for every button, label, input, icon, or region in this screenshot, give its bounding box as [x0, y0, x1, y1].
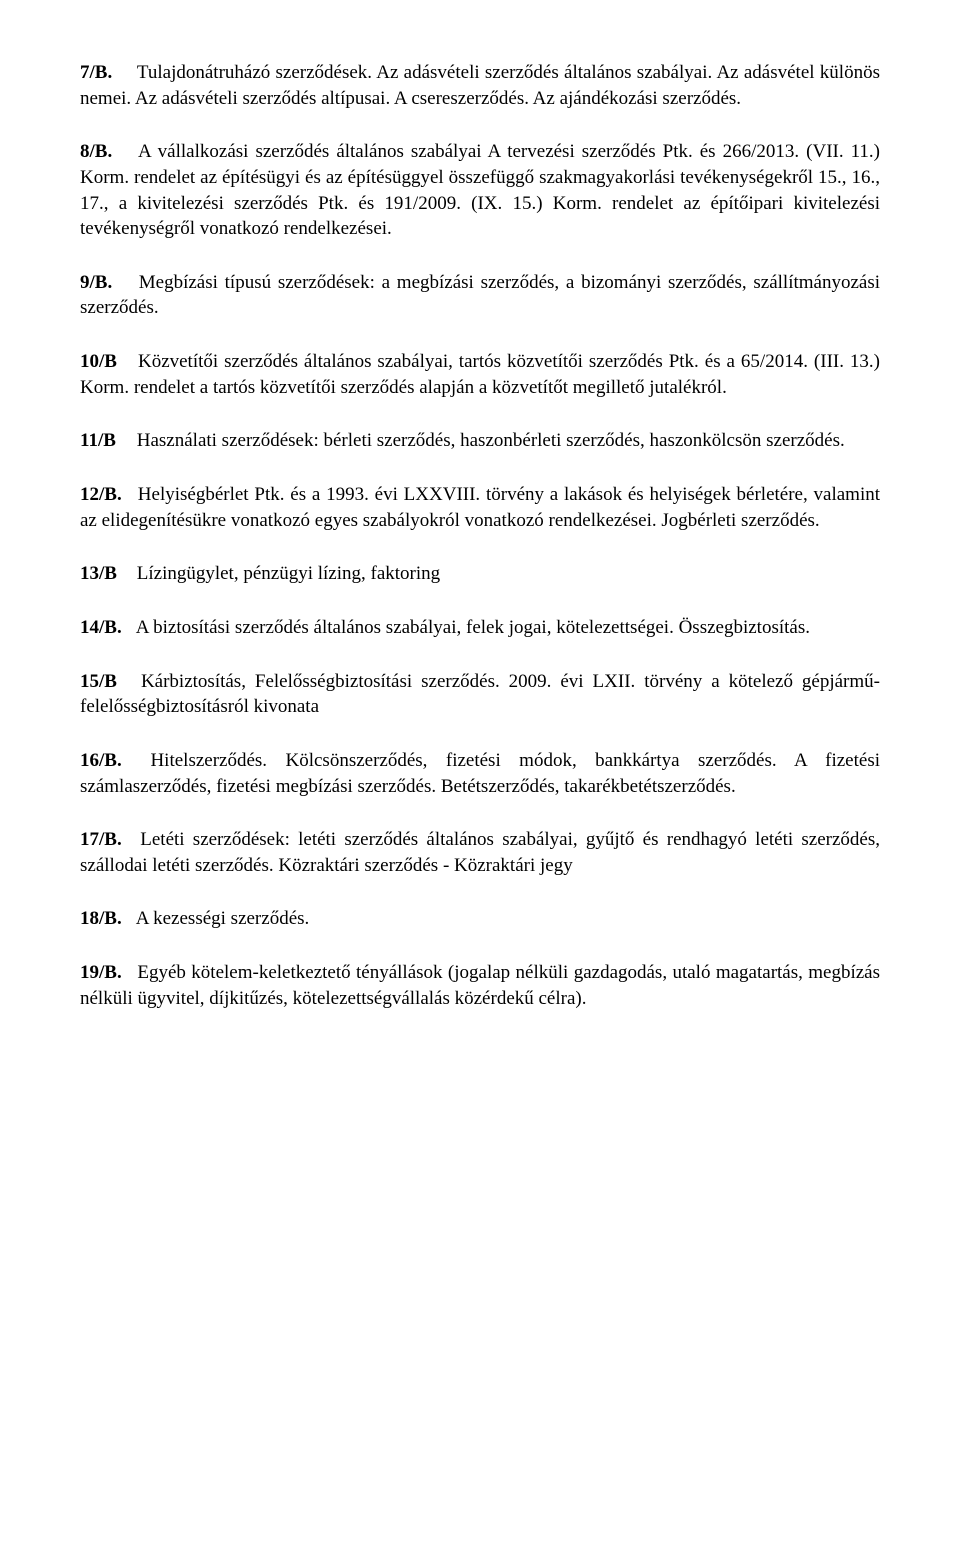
- topic-text: Hitelszerződés. Kölcsönszerződés, fizeté…: [80, 750, 880, 797]
- topic-label: 16/B.: [80, 748, 132, 774]
- topic-label: 9/B.: [80, 270, 132, 296]
- topic-label: 18/B.: [80, 906, 132, 932]
- topic-19b: 19/B. Egyéb kötelem-keletkeztető tényáll…: [80, 960, 880, 1011]
- topic-text: Letéti szerződések: letéti szerződés ált…: [80, 829, 880, 876]
- topic-15b: 15/B Kárbiztosítás, Felelősségbiztosítás…: [80, 669, 880, 720]
- topic-label: 7/B.: [80, 60, 132, 86]
- topic-7b: 7/B. Tulajdonátruházó szerződések. Az ad…: [80, 60, 880, 111]
- topic-9b: 9/B. Megbízási típusú szerződések: a meg…: [80, 270, 880, 321]
- topic-text: Tulajdonátruházó szerződések. Az adásvét…: [80, 62, 880, 109]
- topic-label: 19/B.: [80, 960, 132, 986]
- topic-text: Megbízási típusú szerződések: a megbízás…: [80, 272, 880, 319]
- topic-18b: 18/B. A kezességi szerződés.: [80, 906, 880, 932]
- topic-text: A kezességi szerződés.: [136, 908, 310, 929]
- topic-12b: 12/B. Helyiségbérlet Ptk. és a 1993. évi…: [80, 482, 880, 533]
- topic-text: Használati szerződések: bérleti szerződé…: [137, 430, 845, 451]
- topic-text: A vállalkozási szerződés általános szabá…: [80, 141, 880, 239]
- topic-11b: 11/B Használati szerződések: bérleti sze…: [80, 428, 880, 454]
- topic-label: 17/B.: [80, 827, 132, 853]
- topic-text: Lízingügylet, pénzügyi lízing, faktoring: [137, 563, 440, 584]
- topic-17b: 17/B. Letéti szerződések: letéti szerződ…: [80, 827, 880, 878]
- topic-label: 10/B: [80, 349, 132, 375]
- topic-text: Helyiségbérlet Ptk. és a 1993. évi LXXVI…: [80, 484, 880, 531]
- topic-16b: 16/B. Hitelszerződés. Kölcsönszerződés, …: [80, 748, 880, 799]
- topic-14b: 14/B. A biztosítási szerződés általános …: [80, 615, 880, 641]
- topic-8b: 8/B. A vállalkozási szerződés általános …: [80, 139, 880, 242]
- topic-label: 15/B: [80, 669, 132, 695]
- topic-text: Egyéb kötelem-keletkeztető tényállások (…: [80, 962, 880, 1009]
- topic-label: 12/B.: [80, 482, 132, 508]
- topic-label: 8/B.: [80, 139, 132, 165]
- topic-text: Kárbiztosítás, Felelősségbiztosítási sze…: [80, 671, 880, 718]
- topic-text: A biztosítási szerződés általános szabál…: [136, 617, 810, 638]
- topic-label: 13/B: [80, 561, 132, 587]
- topic-10b: 10/B Közvetítői szerződés általános szab…: [80, 349, 880, 400]
- topic-label: 11/B: [80, 428, 132, 454]
- topic-13b: 13/B Lízingügylet, pénzügyi lízing, fakt…: [80, 561, 880, 587]
- topic-label: 14/B.: [80, 615, 132, 641]
- topic-text: Közvetítői szerződés általános szabályai…: [80, 351, 880, 398]
